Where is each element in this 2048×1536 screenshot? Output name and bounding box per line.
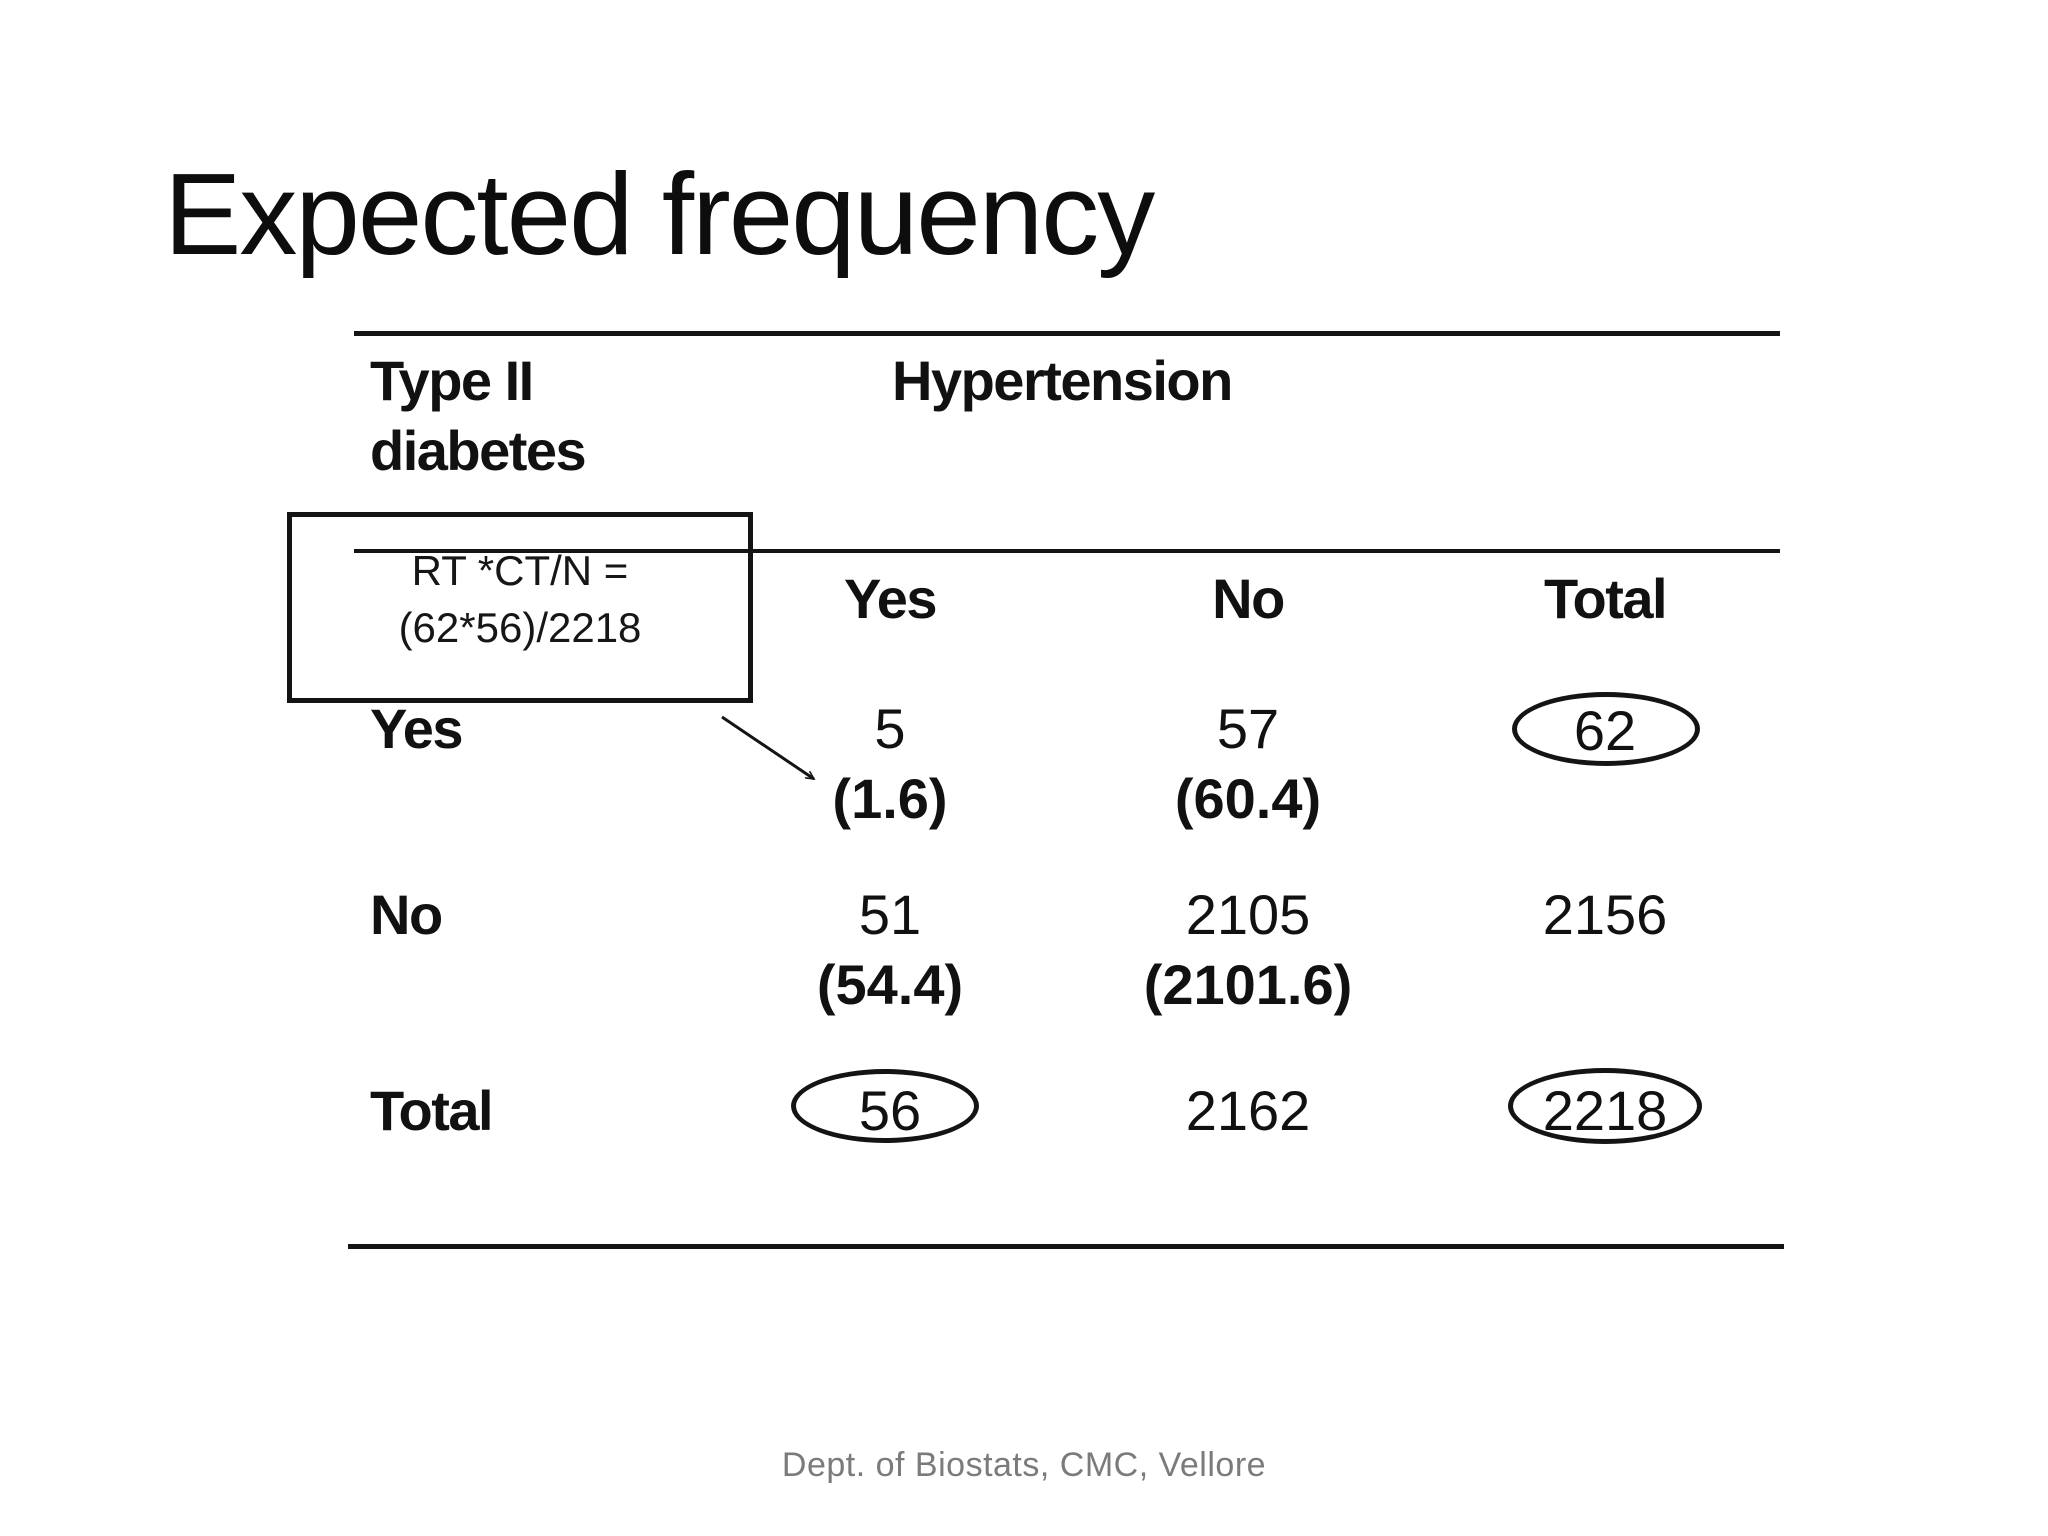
formula-callout-box — [287, 512, 753, 703]
circle-annotation-2218 — [1508, 1068, 1702, 1144]
formula-line1: RT *CT/N = — [411, 547, 629, 594]
circle-annotation-62 — [1512, 692, 1700, 766]
cell-yes-yes-observed: 5 — [874, 697, 906, 760]
col-header-yes: Yes — [843, 567, 938, 630]
row-group-header-line1: Type II — [370, 349, 534, 412]
slide-footer: Dept. of Biostats, CMC, Vellore — [781, 1446, 1267, 1484]
slide-title: Expected frequency — [164, 149, 1155, 279]
cell-no-total: 2156 — [1542, 883, 1668, 946]
row-label-no: No — [370, 883, 443, 946]
circle-annotation-56 — [791, 1069, 979, 1143]
cell-no-yes-expected: (54.4) — [816, 953, 964, 1016]
col-group-header-hypertension: Hypertension — [892, 349, 1233, 412]
cell-total-no: 2162 — [1185, 1079, 1311, 1142]
cell-yes-no-expected: (60.4) — [1174, 767, 1322, 830]
cell-no-no-observed: 2105 — [1185, 883, 1311, 946]
cell-no-yes-observed: 51 — [858, 883, 922, 946]
cell-yes-no-observed: 57 — [1216, 697, 1280, 760]
row-group-header-line2: diabetes — [370, 419, 587, 482]
cell-yes-yes-expected: (1.6) — [832, 767, 948, 830]
formula-line2: (62*56)/2218 — [398, 604, 642, 651]
row-label-total: Total — [370, 1079, 494, 1142]
col-header-no: No — [1212, 567, 1285, 630]
row-label-yes: Yes — [370, 697, 464, 760]
table-bottom-rule — [348, 1244, 1784, 1249]
col-header-total: Total — [1543, 567, 1668, 630]
table-top-rule — [354, 331, 1780, 336]
table-header-rule — [354, 549, 1780, 553]
cell-no-no-expected: (2101.6) — [1143, 953, 1353, 1016]
callout-arrow-icon — [721, 715, 816, 781]
